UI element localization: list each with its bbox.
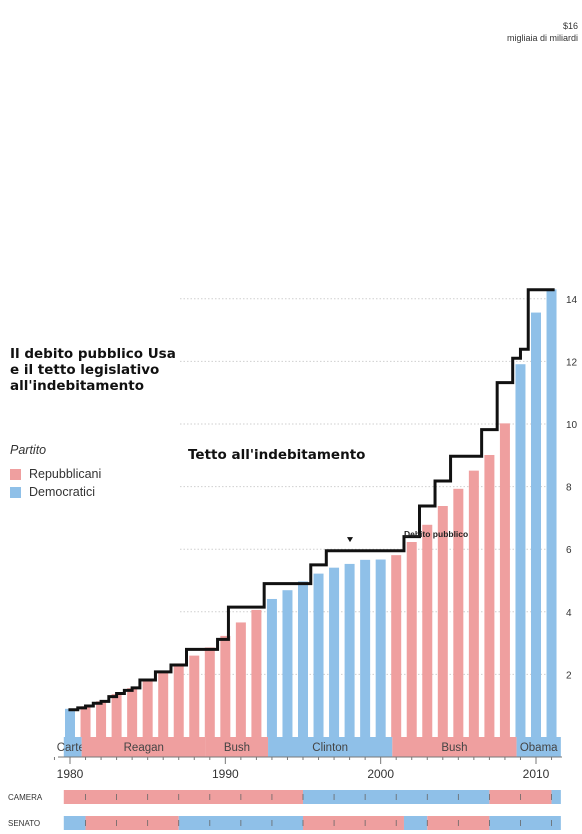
ceiling-step-line: [68, 288, 555, 712]
debt-bar: [111, 694, 122, 737]
president-label: Clinton: [312, 742, 348, 754]
debt-bar: [80, 706, 91, 737]
debt-bar: [484, 454, 495, 737]
president-label: Reagan: [124, 742, 164, 754]
debt-bar: [251, 609, 262, 737]
debt-bar: [406, 542, 417, 737]
debt-bars: [65, 289, 557, 737]
debt-bar: [266, 598, 277, 737]
debt-bar: [468, 470, 479, 737]
y-tick-label: 4: [566, 608, 572, 619]
chart-title: Il debito pubblico Usa e il tetto legisl…: [10, 346, 176, 394]
congress-segment: [403, 816, 428, 830]
legend-title: Partito: [10, 443, 47, 457]
y-tick-label: 14: [566, 295, 578, 306]
debt-bar: [515, 364, 526, 737]
debt-bar: [546, 289, 557, 737]
legend-item-democrats: Democratici: [10, 483, 101, 501]
y-tick-label: 12: [566, 357, 578, 368]
debt-bar: [127, 688, 138, 737]
debt-bar: [375, 559, 386, 737]
debt-bar: [158, 670, 169, 737]
president-bands: Carter Reagan Bush Clinton Bush Obama: [57, 737, 561, 757]
congress-segment: [85, 816, 179, 830]
congress-segment: [63, 816, 86, 830]
debt-bar: [391, 555, 402, 737]
legend-label-republicans: Repubblicani: [29, 467, 102, 481]
title-line-1: Il debito pubblico Usa: [10, 346, 176, 362]
legend-swatch-democrats: [10, 486, 21, 498]
debt-bar: [298, 581, 308, 737]
debt-bar: [220, 635, 231, 737]
debt-bar: [313, 573, 324, 737]
debt-bar: [422, 524, 433, 737]
debt-annotation: Debito pubblico: [404, 529, 469, 539]
debt-bar: [453, 488, 464, 737]
unit-label: $16 migliaia di miliardi: [507, 20, 578, 44]
president-label: Bush: [224, 742, 250, 754]
debt-bar: [142, 680, 153, 737]
debt-bar: [344, 563, 355, 737]
legend: Partito Repubblicani Democratici: [10, 443, 101, 501]
ceiling-line: [68, 288, 555, 712]
congress-segment: [63, 790, 303, 804]
y-tick-label: 8: [566, 483, 572, 494]
legend-label-democrats: Democratici: [29, 485, 95, 499]
congress-strips: CAMERA SENATO: [8, 790, 561, 830]
president-band: [268, 737, 393, 757]
president-band: [63, 737, 82, 757]
x-tick-label: 2010: [523, 767, 550, 781]
debt-bar: [65, 708, 75, 737]
president-label: Carter: [57, 742, 89, 754]
ceiling-arrow: [347, 537, 353, 543]
y-tick-label: 6: [566, 545, 572, 556]
unit-currency: $16: [562, 21, 578, 31]
president-band: [392, 737, 517, 757]
debt-bar: [329, 567, 340, 737]
x-axis: 1980 1990 2000 2010: [53, 756, 562, 781]
congress-segment: [489, 816, 561, 830]
debt-bar: [96, 701, 107, 737]
president-band: [81, 737, 206, 757]
congress-segment: [303, 816, 404, 830]
legend-swatch-republicans: [10, 468, 21, 480]
y-tick-label: 10: [566, 420, 578, 431]
congress-label: CAMERA: [8, 793, 43, 802]
debt-bar: [437, 506, 448, 737]
unit-text: migliaia di miliardi: [506, 33, 578, 43]
congress-segment: [551, 790, 561, 804]
title-line-2: e il tetto legislativo: [10, 362, 160, 378]
x-tick-label: 1990: [212, 767, 239, 781]
legend-item-republicans: Repubblicani: [10, 465, 101, 483]
debt-bar: [499, 423, 510, 737]
x-tick-label: 2000: [367, 767, 394, 781]
debt-bar: [360, 559, 371, 737]
debt-bar: [282, 590, 293, 737]
debt-bar: [204, 647, 215, 737]
ceiling-annotation: Tetto all'indebitamento: [188, 447, 366, 463]
x-tick-label: 1980: [57, 767, 84, 781]
debt-bar: [189, 655, 200, 737]
y-tick-label: 2: [566, 670, 572, 681]
president-band: [205, 737, 269, 757]
president-band: [516, 737, 561, 757]
congress-label: SENATO: [8, 819, 40, 828]
debt-bar: [235, 622, 246, 737]
debt-bar: [531, 312, 541, 737]
president-label: Bush: [441, 742, 467, 754]
president-label: Obama: [520, 742, 558, 754]
debt-bar: [173, 663, 184, 737]
title-line-3: all'indebitamento: [10, 378, 144, 394]
y-axis: 2 4 6 8 10 12 14: [566, 295, 578, 682]
